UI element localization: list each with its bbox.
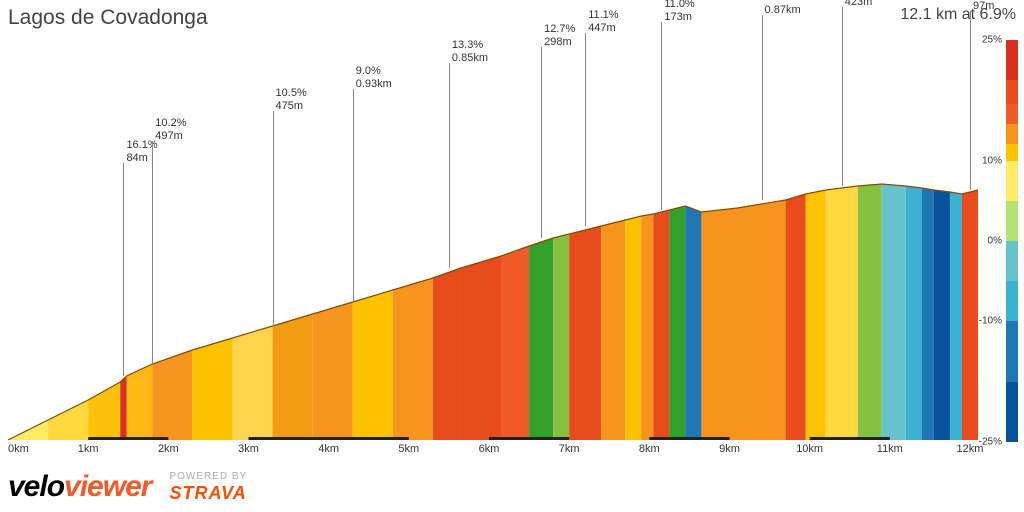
gradient-segment (950, 192, 962, 440)
axis-dark-band (489, 437, 569, 440)
gradient-segment (882, 184, 906, 440)
gradient-segment (353, 290, 393, 440)
scale-segment (1006, 382, 1018, 442)
callout-line (449, 63, 450, 268)
gradient-segment (192, 338, 232, 440)
gradient-segment (529, 238, 553, 440)
gradient-segment (569, 226, 601, 440)
scale-segment (1006, 104, 1018, 124)
gradient-segment (906, 186, 922, 440)
powered-by: POWERED BY STRAVA (169, 471, 247, 504)
gradient-segment (273, 314, 313, 440)
elevation-svg (8, 40, 978, 440)
gradient-segment (922, 188, 934, 440)
x-tick-label: 3km (238, 443, 259, 455)
callout-line (585, 33, 586, 226)
scale-segment (1006, 201, 1018, 241)
callout-line (273, 111, 274, 326)
gradient-segment (826, 186, 858, 440)
axis-dark-band (248, 437, 408, 440)
gradient-segment (962, 190, 978, 440)
gradient-segment (232, 326, 272, 440)
x-tick-label: 7km (559, 443, 580, 455)
scale-segment (1006, 241, 1018, 281)
scale-tick-label: 0% (988, 236, 1002, 247)
gradient-segment (393, 278, 433, 440)
veloviewer-logo: veloviewer (8, 470, 151, 504)
gradient-segment (461, 256, 501, 440)
gradient-segment (152, 350, 192, 440)
header: Lagos de Covadonga 12.1 km at 6.9% (8, 6, 1016, 30)
axis-dark-band (649, 437, 729, 440)
x-tick-label: 5km (398, 443, 419, 455)
scale-tick-label: -25% (979, 437, 1002, 448)
gradient-segment (738, 200, 786, 440)
scale-tick-label: 10% (982, 155, 1002, 166)
x-tick-label: 9km (719, 443, 740, 455)
gradient-segment (653, 210, 669, 440)
x-tick-label: 2km (158, 443, 179, 455)
callout-line (970, 11, 971, 190)
gradient-segment (601, 220, 625, 440)
scale-segment (1006, 124, 1018, 144)
scale-segment (1006, 144, 1018, 160)
callout-line (842, 7, 843, 186)
gradient-segment (120, 376, 126, 440)
gradient-segment (806, 190, 826, 440)
x-tick-label: 0km (8, 443, 29, 455)
gradient-segment (127, 364, 153, 440)
gradient-segment (625, 216, 641, 440)
gradient-segment (48, 400, 88, 440)
gradient-segment (641, 214, 653, 440)
callout-line (541, 47, 542, 238)
scale-segment (1006, 281, 1018, 321)
callout-line (762, 15, 763, 200)
gradient-segment (701, 208, 737, 440)
x-tick-label: 4km (318, 443, 339, 455)
scale-segment (1006, 40, 1018, 80)
climb-title: Lagos de Covadonga (8, 6, 208, 30)
axis-dark-band (88, 437, 168, 440)
gradient-segment (685, 206, 701, 440)
scale-tick-label: 25% (982, 35, 1002, 46)
scale-segment (1006, 321, 1018, 381)
scale-tick-label: -10% (979, 316, 1002, 327)
elevation-chart: 16.1%84m10.2%497m10.5%475m9.0%0.93km13.3… (8, 40, 978, 440)
x-tick-label: 11km (877, 443, 903, 455)
x-tick-label: 6km (479, 443, 500, 455)
gradient-segment (669, 206, 685, 440)
climb-stats: 12.1 km at 6.9% (900, 6, 1016, 30)
callout-line (661, 22, 662, 210)
scale-segment (1006, 80, 1018, 104)
powered-label: POWERED BY (169, 471, 247, 483)
x-tick-label: 8km (639, 443, 660, 455)
footer: veloviewer POWERED BY STRAVA (8, 470, 247, 504)
gradient-segment (858, 184, 882, 440)
gradient-segment (313, 302, 353, 440)
callout-line (123, 163, 124, 376)
strava-logo: STRAVA (169, 483, 247, 504)
axis-dark-band (810, 437, 890, 440)
x-axis-labels: 0km1km2km3km4km5km6km7km8km9km10km11km12… (8, 443, 978, 463)
gradient-segment (786, 194, 806, 440)
x-tick-label: 1km (78, 443, 99, 455)
logo-part2: viewer (64, 470, 151, 503)
scale-segment (1006, 161, 1018, 201)
gradient-scale (1006, 40, 1018, 442)
x-tick-label: 10km (796, 443, 823, 455)
callout-line (152, 141, 153, 364)
gradient-segment (501, 246, 529, 440)
gradient-segment (934, 190, 950, 440)
gradient-segment (433, 268, 461, 440)
callout-line (353, 89, 354, 302)
logo-part1: velo (8, 470, 64, 503)
gradient-segment (553, 234, 569, 440)
